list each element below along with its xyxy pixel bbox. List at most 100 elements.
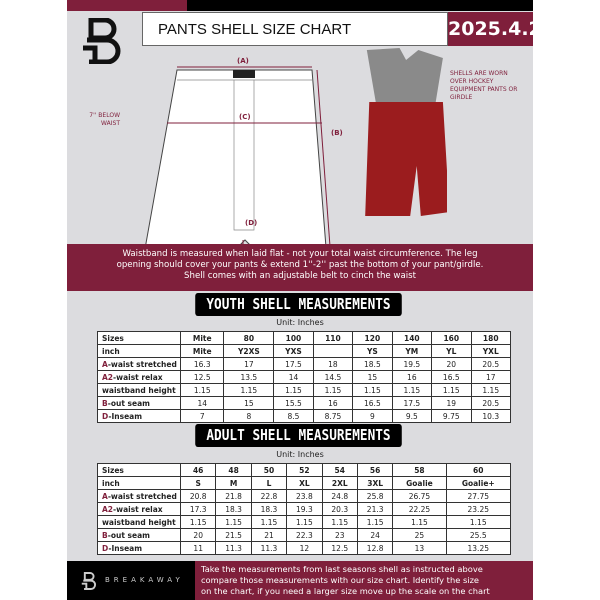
table-cell: YXS: [273, 344, 314, 358]
table-cell: 180: [470, 331, 511, 345]
row-label-text: waistband height: [102, 385, 176, 395]
row-label-text: inch: [102, 346, 120, 356]
table-cell: 1.15: [391, 383, 433, 397]
table-cell: 12: [286, 541, 323, 555]
row-label-prefix: A2: [102, 504, 114, 514]
table-cell: 12.5: [321, 541, 358, 555]
youth-section-title: YOUTH SHELL MEASUREMENTS: [195, 293, 402, 316]
table-cell: 1.15: [431, 383, 472, 397]
table-cell: 19.3: [286, 502, 323, 516]
top-accent-bar: [67, 0, 187, 11]
row-label: A-waist stretched: [97, 357, 181, 371]
table-cell: Y2XS: [223, 344, 275, 358]
table-cell: 20.3: [321, 502, 358, 516]
table-cell: 14: [179, 396, 225, 410]
table-cell: 20: [179, 528, 217, 542]
row-label: inch: [97, 476, 181, 490]
table-cell: 26.75: [392, 489, 447, 503]
table-row: inch Mite Y2XS YXS YS YM YL YXL: [97, 344, 511, 358]
banner-line: opening should cover your pants & extend…: [116, 260, 484, 270]
row-label-prefix: A: [102, 491, 108, 501]
table-cell: 11.3: [250, 541, 288, 555]
table-cell: 14: [273, 370, 314, 384]
row-label-prefix: D: [102, 543, 109, 553]
table-cell: 8.5: [273, 409, 314, 423]
table-cell: 58: [392, 463, 447, 477]
row-label-text: -waist relax: [113, 504, 163, 514]
row-label-text: -waist stretched: [107, 491, 177, 501]
table-cell: 20.8: [179, 489, 217, 503]
table-cell: 23: [321, 528, 358, 542]
table-cell: 50: [250, 463, 288, 477]
table-cell: 2XL: [321, 476, 358, 490]
table-cell: Goalie: [392, 476, 447, 490]
brand-logo-icon: [83, 18, 121, 64]
footer-brand: BREAKAWAY: [67, 561, 195, 600]
measurement-banner: Waistband is measured when laid flat - n…: [67, 244, 533, 291]
table-cell: 21.3: [356, 502, 394, 516]
table-cell: 14.5: [312, 370, 354, 384]
row-label: D-Inseam: [97, 409, 181, 423]
brand-name: BREAKAWAY: [105, 576, 184, 584]
table-cell: 9.5: [391, 409, 433, 423]
row-label-text: -Inseam: [108, 411, 143, 421]
table-cell: 1.15: [356, 515, 394, 529]
table-cell: 100: [273, 331, 314, 345]
table-cell: 140: [391, 331, 433, 345]
row-label: B-out seam: [97, 528, 181, 542]
table-cell: L: [250, 476, 288, 490]
table-cell: 1.15: [179, 515, 217, 529]
table-cell: 11.3: [215, 541, 252, 555]
table-cell: YL: [431, 344, 472, 358]
row-label: A-waist stretched: [97, 489, 181, 503]
table-row: B-out seam 14 15 15.5 16 16.5 17.5 19 20.5: [97, 396, 511, 410]
table-cell: 1.15: [321, 515, 358, 529]
row-label-text: inch: [102, 478, 120, 488]
table-row: inch S M L XL 2XL 3XL Goalie Goalie+: [97, 476, 512, 490]
table-cell: 15.5: [273, 396, 314, 410]
table-cell: 24.8: [321, 489, 358, 503]
table-cell: 16: [391, 370, 433, 384]
table-cell: 1.15: [392, 515, 447, 529]
table-cell: 1.15: [223, 383, 275, 397]
table-cell: S: [179, 476, 217, 490]
row-label: A2-waist relax: [97, 502, 181, 516]
label-d: (D): [245, 219, 257, 227]
footer-line: compare those measurements with our size…: [201, 575, 480, 585]
table-cell: 25: [392, 528, 447, 542]
row-label-text: -Inseam: [108, 543, 143, 553]
row-label-prefix: B: [102, 530, 108, 540]
table-cell: 8.75: [312, 409, 354, 423]
table-cell: 17.5: [391, 396, 433, 410]
adult-section-title: ADULT SHELL MEASUREMENTS: [195, 424, 402, 447]
row-label: Sizes: [97, 463, 181, 477]
table-cell: 25.8: [356, 489, 394, 503]
adult-unit: Unit: Inches: [276, 450, 324, 459]
table-row: waistband height 1.15 1.15 1.15 1.15 1.15 1.15…: [97, 515, 512, 529]
table-cell: [312, 344, 354, 358]
table-cell: 56: [356, 463, 394, 477]
table-cell: Mite: [179, 344, 225, 358]
table-cell: 120: [352, 331, 393, 345]
table-cell: 17.5: [273, 357, 314, 371]
youth-unit: Unit: Inches: [276, 318, 324, 327]
banner-line: Shell comes with an adjustable belt to c…: [184, 271, 416, 281]
table-cell: 3XL: [356, 476, 394, 490]
table-cell: 21.8: [215, 489, 252, 503]
table-cell: 110: [312, 331, 354, 345]
table-cell: 18.3: [250, 502, 288, 516]
table-cell: 1.15: [312, 383, 354, 397]
table-cell: XL: [286, 476, 323, 490]
banner-line: Waistband is measured when laid flat - n…: [122, 249, 478, 259]
table-cell: 1.15: [445, 515, 512, 529]
table-row: Sizes 46 48 50 52 54 56 58 60: [97, 463, 512, 477]
table-cell: 19: [431, 396, 472, 410]
table-cell: 25.5: [445, 528, 512, 542]
shell-note: SHELLS ARE WORN OVER HOCKEY EQUIPMENT PA…: [450, 70, 518, 101]
row-label-text: Sizes: [102, 465, 124, 475]
row-label-prefix: D: [102, 411, 109, 421]
table-cell: 17: [223, 357, 275, 371]
row-label: waistband height: [97, 515, 181, 529]
table-row: D-Inseam 7 8 8.5 8.75 9 9.5 9.75 10.3: [97, 409, 511, 423]
table-row: A2-waist relax 17.3 18.3 18.3 19.3 20.3 21.3 22…: [97, 502, 512, 516]
